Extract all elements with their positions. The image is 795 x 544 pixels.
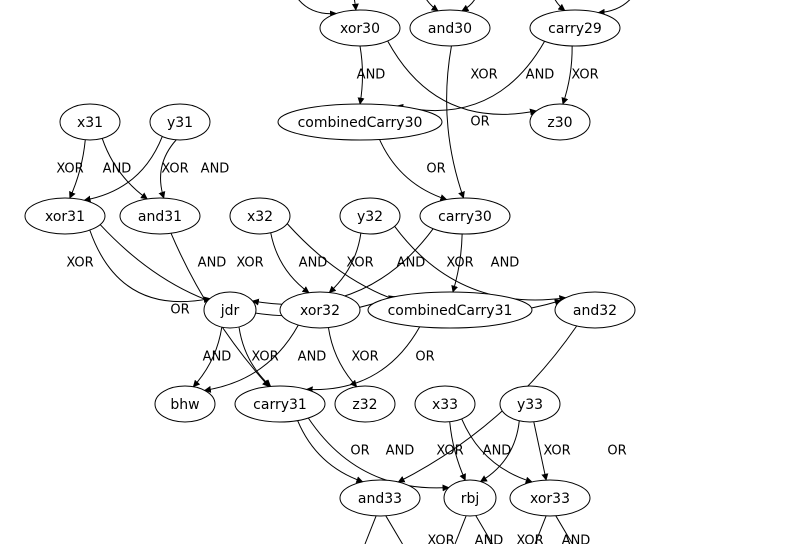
edge-label: OR	[607, 444, 626, 459]
node-label-carry31: carry31	[253, 397, 307, 413]
edge-label-partial: XOR	[427, 534, 454, 544]
edge-label: XOR	[346, 256, 373, 271]
node-label-xor30: xor30	[340, 21, 380, 37]
node-label-jdr: jdr	[220, 303, 240, 319]
edge-label: AND	[299, 256, 328, 271]
edge	[308, 418, 449, 488]
incoming-edge	[462, 0, 480, 11]
node-label-and30: and30	[428, 21, 472, 37]
node-label-xor32: xor32	[300, 303, 340, 319]
node-label-z32: z32	[352, 397, 377, 413]
edge-label: OR	[170, 303, 189, 318]
edge-label: AND	[103, 162, 132, 177]
edge-label: XOR	[161, 162, 188, 177]
edge	[388, 41, 537, 114]
node-label-and31: and31	[138, 209, 182, 225]
outgoing-edge	[365, 516, 376, 544]
node-label-and32: and32	[573, 303, 617, 319]
edge-label: XOR	[446, 256, 473, 271]
edge-label: XOR	[571, 68, 598, 83]
node-label-rbj: rbj	[461, 491, 480, 507]
outgoing-edge	[386, 516, 403, 544]
edge-label: OR	[350, 444, 369, 459]
edge-label: XOR	[236, 256, 263, 271]
edge-label: XOR	[436, 444, 463, 459]
edge	[447, 46, 464, 198]
edge-label: XOR	[351, 350, 378, 365]
outgoing-edge	[455, 516, 466, 544]
edge-label: AND	[526, 68, 555, 83]
edge-label: AND	[298, 350, 327, 365]
edge-label-partial: AND	[562, 534, 591, 544]
edge-label: OR	[426, 162, 445, 177]
incoming-edge	[290, 0, 336, 14]
node-label-x31: x31	[77, 115, 103, 131]
edge-label: XOR	[251, 350, 278, 365]
edge-label-partial: AND	[475, 534, 504, 544]
node-label-xor31: xor31	[45, 209, 85, 225]
node-label-combinedCarry31: combinedCarry31	[388, 303, 513, 319]
edge-label: XOR	[543, 444, 570, 459]
edge-label: AND	[201, 162, 230, 177]
edge-label: AND	[198, 256, 227, 271]
edge-label: AND	[357, 68, 386, 83]
edge-label: XOR	[66, 256, 93, 271]
node-label-bhw: bhw	[170, 397, 199, 413]
incoming-edge	[598, 0, 640, 13]
graph-canvas: xor30 and30 carry29 combinedCarry30 z30 x31 y3…	[0, 0, 795, 544]
incoming-edge	[350, 0, 356, 10]
node-label-y31: y31	[167, 115, 193, 131]
edge-label: AND	[491, 256, 520, 271]
edge-label: XOR	[56, 162, 83, 177]
node-label-x32: x32	[247, 209, 273, 225]
node-label-carry30: carry30	[438, 209, 492, 225]
node-label-and33: and33	[358, 491, 402, 507]
node-label-x33: x33	[432, 397, 458, 413]
node-label-combinedCarry30: combinedCarry30	[298, 115, 423, 131]
edge-label: OR	[470, 115, 489, 130]
edge-label-partial: XOR	[516, 534, 543, 544]
node-label-xor33: xor33	[530, 491, 570, 507]
edge-label: AND	[203, 350, 232, 365]
node-label-z30: z30	[547, 115, 572, 131]
node-label-y32: y32	[357, 209, 383, 225]
edge-label: AND	[386, 444, 415, 459]
edge-label: XOR	[470, 68, 497, 83]
node-label-carry29: carry29	[548, 21, 602, 37]
edge-label: OR	[415, 350, 434, 365]
edge-label: AND	[397, 256, 426, 271]
edge-label: AND	[483, 444, 512, 459]
edge	[90, 230, 210, 302]
node-label-y33: y33	[517, 397, 543, 413]
incoming-edge	[550, 0, 565, 10]
incoming-edge	[420, 0, 438, 11]
